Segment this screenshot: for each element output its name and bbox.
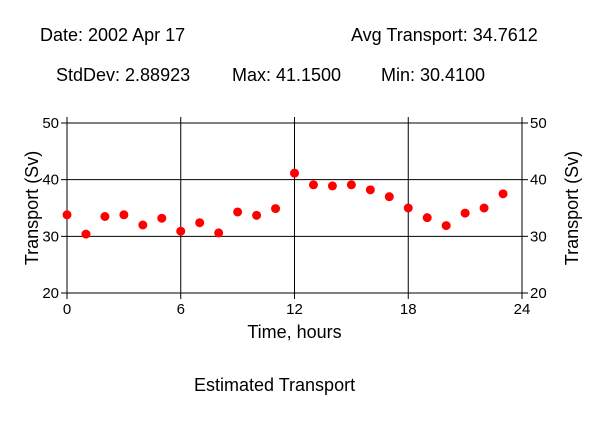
max-label: Max: 41.1500 <box>232 65 342 85</box>
y-tick-label-right: 30 <box>530 228 547 245</box>
data-point <box>498 189 508 199</box>
data-point <box>346 180 356 190</box>
avg-transport-label: Avg Transport: 34.7612 <box>351 25 538 45</box>
data-point <box>327 181 337 191</box>
y-tick-label-right: 40 <box>530 172 547 189</box>
x-tick-label: 18 <box>400 301 417 318</box>
y-tick-label-left: 30 <box>42 228 59 245</box>
data-point <box>233 207 243 217</box>
y-axis-title-right: Transport (Sv) <box>562 151 582 265</box>
y-tick-label-right: 50 <box>530 115 547 132</box>
data-point <box>176 226 186 236</box>
data-point <box>422 213 432 223</box>
data-point <box>119 210 129 220</box>
data-point <box>81 229 91 239</box>
stddev-label: StdDev: 2.88923 <box>56 65 191 85</box>
data-point <box>403 203 413 213</box>
y-tick-label-left: 20 <box>42 285 59 302</box>
data-point <box>62 210 72 220</box>
data-point <box>441 221 451 231</box>
y-tick-label-left: 50 <box>42 115 59 132</box>
data-point <box>138 220 148 230</box>
axis-ticks <box>61 117 528 299</box>
chart-caption: Estimated Transport <box>194 375 356 395</box>
grid-lines <box>67 123 522 293</box>
data-point <box>214 228 224 238</box>
data-point <box>100 212 110 221</box>
x-tick-label: 24 <box>514 301 531 318</box>
y-axis-title-left: Transport (Sv) <box>22 151 42 265</box>
data-point <box>460 208 470 218</box>
x-tick-label: 6 <box>177 301 185 318</box>
date-label: Date: 2002 Apr 17 <box>40 25 186 45</box>
data-point <box>365 185 375 195</box>
min-label: Min: 30.4100 <box>381 65 486 85</box>
x-tick-label: 0 <box>63 301 71 318</box>
x-axis-title: Time, hours <box>247 322 341 342</box>
y-tick-label-right: 20 <box>530 285 547 302</box>
data-point <box>384 192 394 202</box>
data-point <box>290 168 299 178</box>
data-point <box>252 210 262 220</box>
data-point <box>157 213 167 223</box>
data-point <box>271 204 281 214</box>
data-point <box>195 218 205 228</box>
data-point <box>479 203 489 213</box>
y-tick-label-left: 40 <box>42 172 59 189</box>
data-point <box>308 180 318 190</box>
x-tick-label: 12 <box>286 301 303 318</box>
data-points <box>62 168 508 239</box>
